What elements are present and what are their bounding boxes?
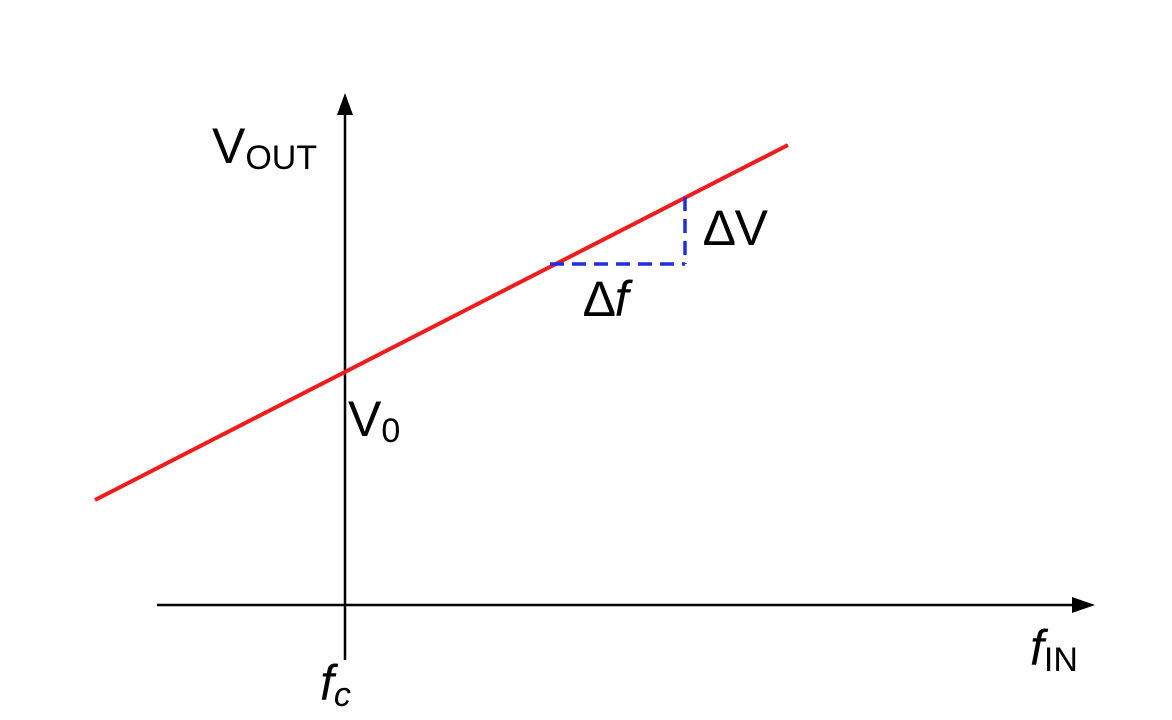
x-axis-label-sub: IN	[1043, 641, 1078, 679]
y-axis-label-main: V	[212, 118, 246, 174]
origin-x-label-sub: c	[333, 676, 351, 714]
intercept-label-main: V	[348, 391, 382, 447]
y-axis-label: VOUT	[212, 118, 317, 175]
x-axis-label-main: f	[1030, 620, 1044, 676]
intercept-label-sub: 0	[381, 412, 401, 450]
delta-v-text: V	[734, 200, 768, 256]
origin-x-label-main: f	[320, 655, 334, 711]
y-axis-label-sub: OUT	[245, 139, 318, 177]
delta-f-symbol: ∆	[584, 271, 615, 327]
delta-v-label: ∆V	[704, 203, 768, 253]
origin-x-label: fc	[320, 655, 351, 712]
x-axis-arrowhead	[1072, 597, 1095, 613]
x-axis-label: fIN	[1030, 620, 1078, 677]
delta-f-text: f	[614, 271, 629, 327]
delta-v-symbol: ∆	[704, 200, 735, 256]
output-line	[94, 143, 789, 502]
intercept-label: V0	[348, 391, 400, 448]
y-axis-arrowhead	[337, 93, 353, 115]
delta-f-label: ∆f	[584, 274, 629, 324]
